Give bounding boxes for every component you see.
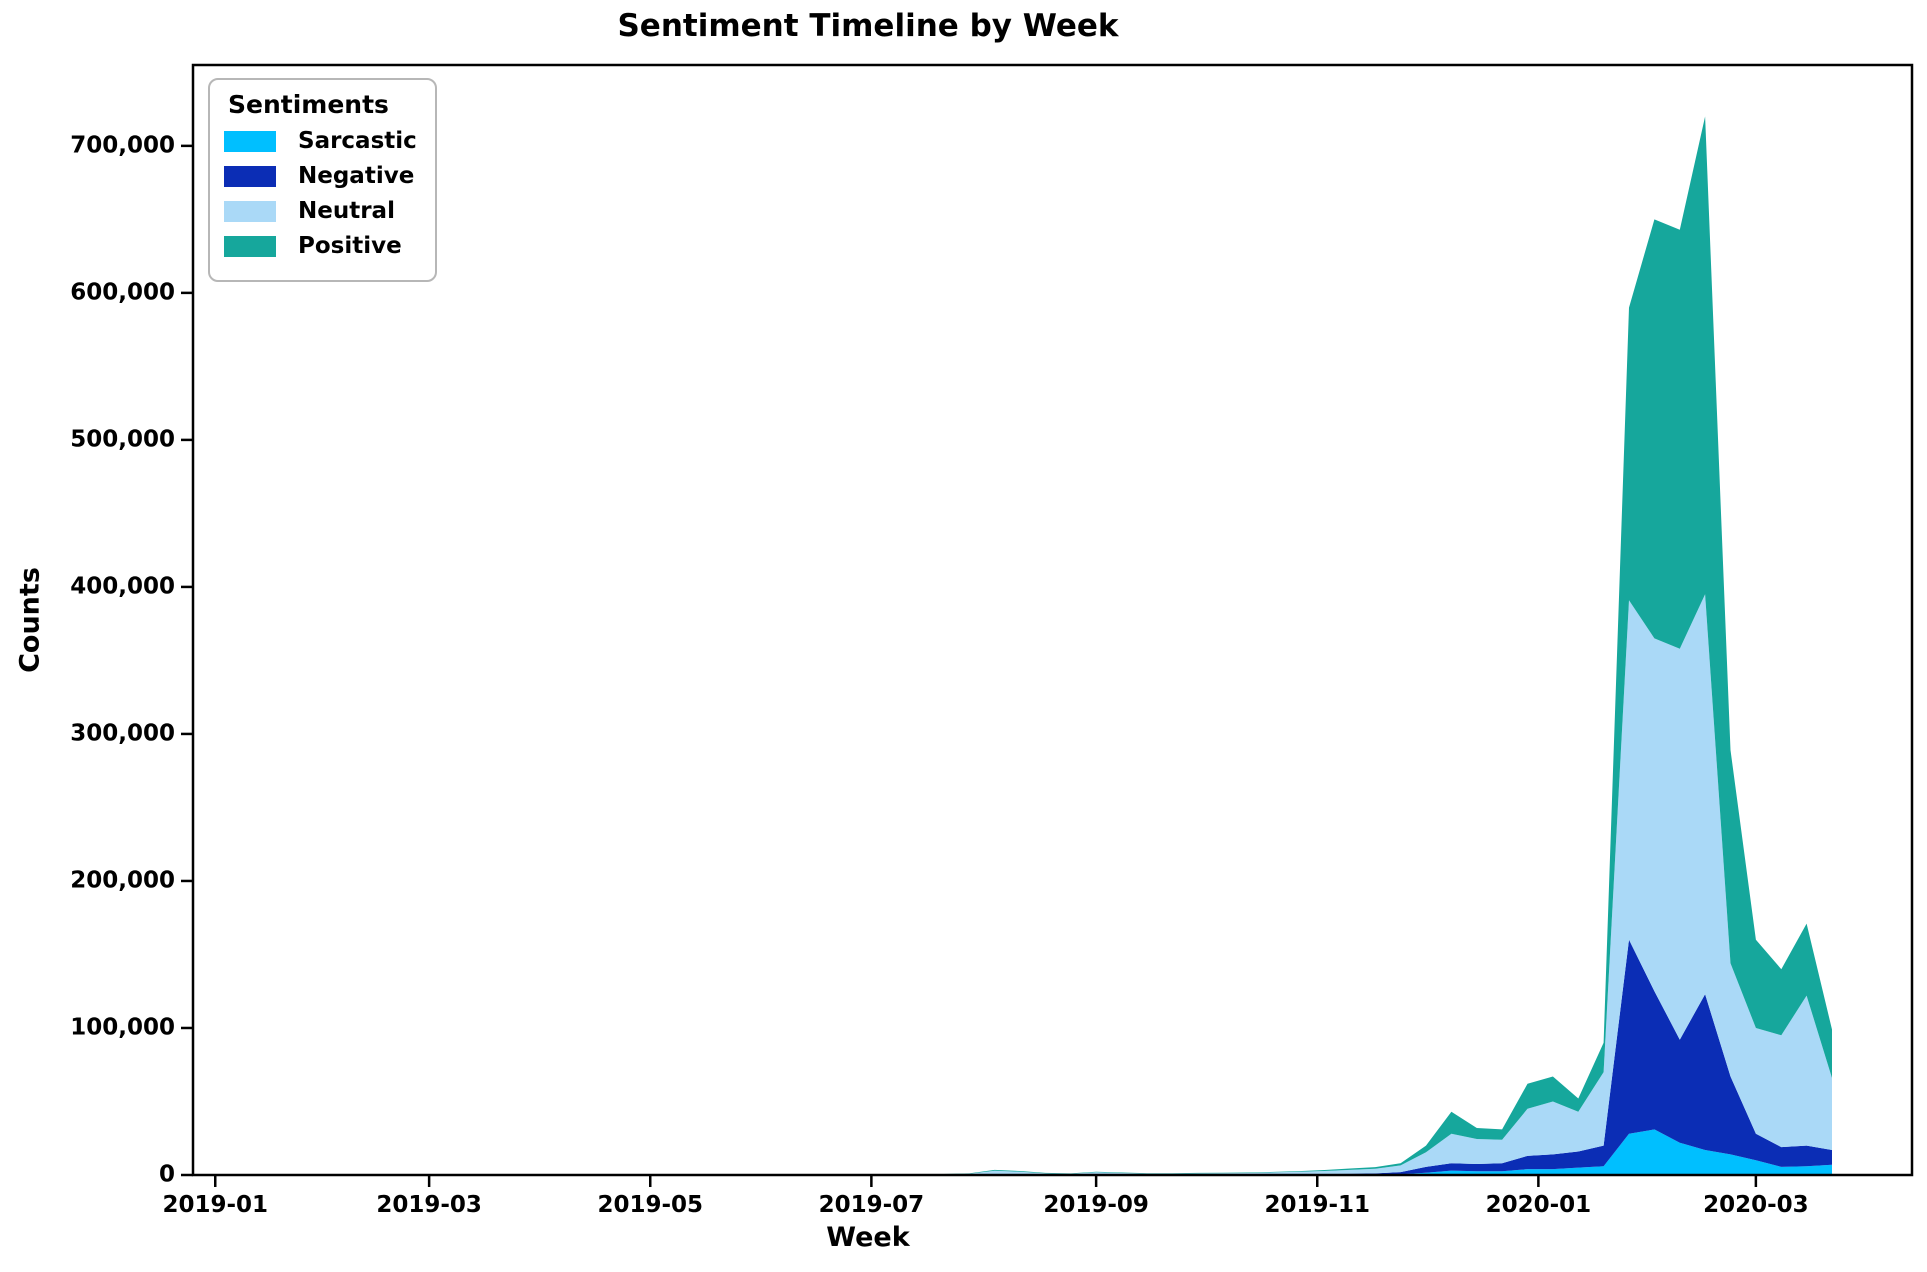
- y-tick-label: 400,000: [70, 573, 175, 600]
- x-tick-label: 2019-01: [162, 1192, 269, 1218]
- area-positive: [208, 116, 1832, 1175]
- chart-title: Sentiment Timeline by Week: [617, 8, 1119, 44]
- area-sarcastic: [208, 1129, 1832, 1175]
- legend-entry-positive: Positive: [224, 233, 417, 259]
- legend-entry-neutral: Neutral: [224, 198, 417, 224]
- plot-border: [191, 63, 1914, 1177]
- legend-entry-sarcastic: Sarcastic: [224, 128, 417, 154]
- x-tick-label: 2020-03: [1703, 1192, 1809, 1218]
- x-tick-label: 2019-11: [1264, 1192, 1371, 1218]
- y-tick-label: 500,000: [70, 426, 175, 453]
- legend-label: Positive: [298, 233, 402, 259]
- legend: Sentiments Sarcastic Negative Neutral Po…: [208, 78, 437, 282]
- y-tick-label: 0: [158, 1161, 175, 1188]
- area-neutral: [208, 594, 1832, 1175]
- legend-entry-negative: Negative: [224, 163, 417, 189]
- x-tick-label: 2020-01: [1485, 1192, 1592, 1218]
- x-axis-label: Week: [826, 1222, 910, 1253]
- x-tick-label: 2019-07: [818, 1192, 925, 1218]
- neutral-swatch-icon: [224, 200, 276, 222]
- y-tick-label: 300,000: [70, 720, 175, 747]
- legend-label: Neutral: [298, 198, 395, 224]
- x-tick-label: 2019-03: [376, 1192, 482, 1218]
- legend-label: Negative: [298, 163, 415, 189]
- legend-label: Sarcastic: [298, 128, 417, 154]
- legend-title: Sentiments: [228, 90, 389, 119]
- negative-swatch-icon: [224, 165, 276, 187]
- sarcastic-swatch-icon: [224, 130, 276, 152]
- y-tick-label: 200,000: [70, 867, 175, 894]
- y-tick-label: 700,000: [70, 132, 175, 159]
- positive-swatch-icon: [224, 235, 276, 257]
- x-tick-label: 2019-09: [1043, 1192, 1149, 1218]
- x-tick-label: 2019-05: [597, 1192, 704, 1218]
- y-tick-label: 600,000: [70, 279, 175, 306]
- y-tick-label: 100,000: [70, 1014, 175, 1041]
